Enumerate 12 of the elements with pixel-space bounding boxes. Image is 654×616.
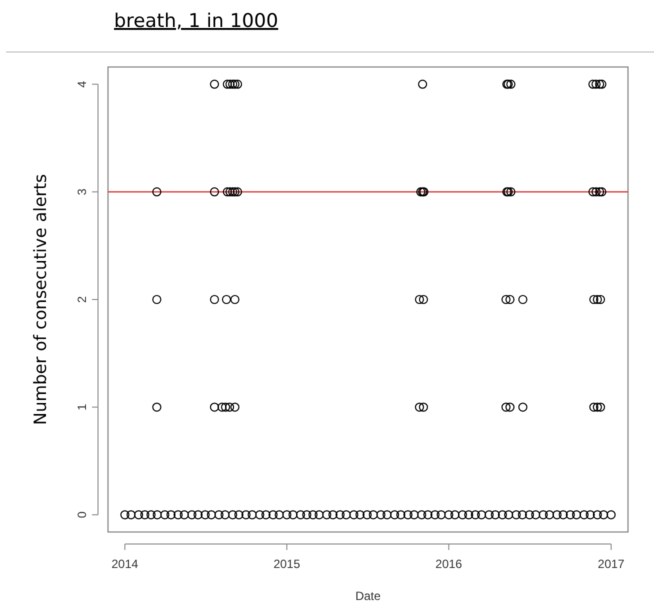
x-tick-label: 2017 xyxy=(598,557,625,571)
y-axis-title: Number of consecutive alerts xyxy=(31,174,51,425)
x-tick-label: 2016 xyxy=(435,557,462,571)
x-tick-label: 2014 xyxy=(112,557,139,571)
x-axis-title: Date xyxy=(355,589,381,603)
y-tick-label: 2 xyxy=(75,296,89,303)
y-tick-label: 0 xyxy=(75,511,89,518)
y-tick-label: 1 xyxy=(75,403,89,410)
y-tick-label: 4 xyxy=(75,80,89,88)
y-tick-label: 3 xyxy=(75,188,89,196)
chart-title: breath, 1 in 1000 xyxy=(114,10,278,32)
x-tick-label: 2015 xyxy=(273,557,300,571)
